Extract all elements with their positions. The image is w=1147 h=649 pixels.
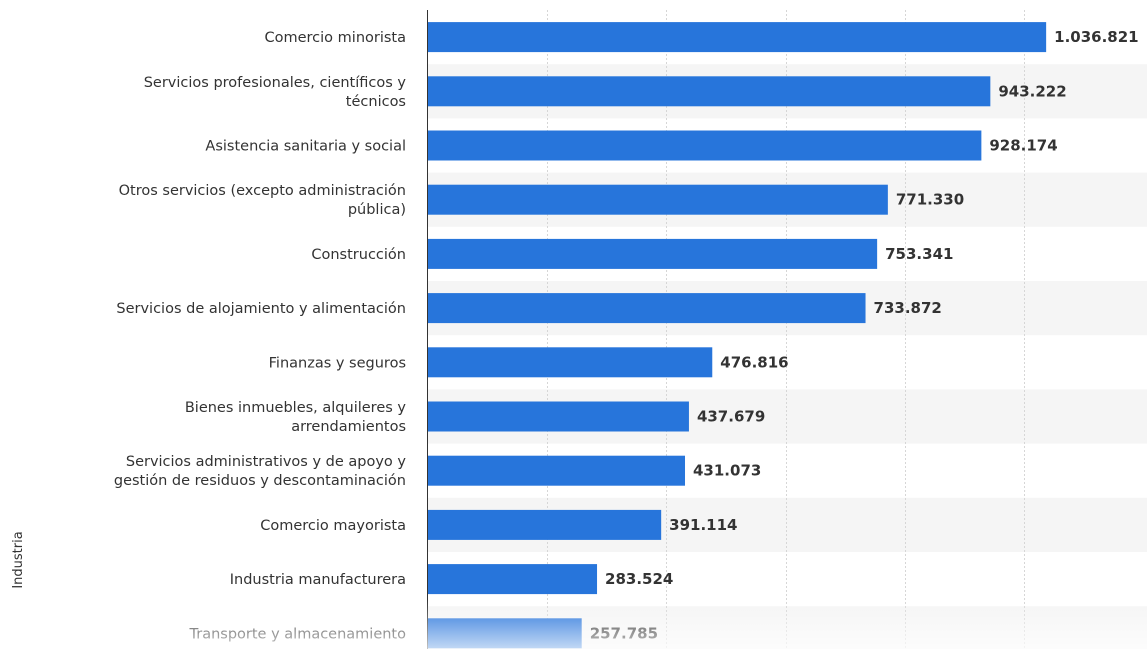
data-label: 771.330: [896, 191, 964, 209]
data-label: 733.872: [874, 299, 942, 317]
category-label-line: pública): [348, 202, 406, 218]
category-label-line: Finanzas y seguros: [269, 355, 406, 371]
category-label: Bienes inmuebles, alquileres y arrendamie…: [185, 400, 407, 435]
data-label: 753.341: [885, 245, 953, 263]
category-label: Servicios administrativos y de apoyo y ge…: [114, 454, 407, 489]
bar: [428, 22, 1047, 53]
category-label: Otros servicios (excepto administración p…: [119, 183, 406, 218]
gridlines: [547, 10, 1025, 649]
y-axis-title: Industria: [11, 531, 26, 588]
category-label: Construcción: [311, 247, 406, 263]
category-label: Servicios profesionales, científicos y té…: [144, 75, 407, 110]
data-label: 391.114: [669, 516, 737, 534]
category-labels: Comercio minorista Servicios profesionale…: [114, 30, 407, 642]
data-label: 257.785: [590, 624, 658, 642]
category-label: Transporte y almacenamiento: [189, 626, 407, 642]
category-label-line: Servicios de alojamiento y alimentación: [116, 301, 406, 317]
data-label: 1.036.821: [1054, 28, 1138, 46]
bar: [428, 401, 689, 432]
category-label: Servicios de alojamiento y alimentación: [116, 301, 406, 317]
category-label-line: Servicios administrativos y de apoyo y: [126, 454, 407, 470]
bar: [428, 293, 866, 324]
category-label: Finanzas y seguros: [269, 355, 406, 371]
bar: [428, 455, 686, 486]
category-label-line: Comercio mayorista: [260, 518, 406, 534]
category-label-line: Bienes inmuebles, alquileres y: [185, 400, 407, 416]
category-label-line: Industria manufacturera: [230, 572, 406, 588]
bar: [428, 238, 878, 269]
bar: [428, 130, 982, 161]
category-label-line: Asistencia sanitaria y social: [205, 139, 406, 155]
category-label-line: Servicios profesionales, científicos y: [144, 75, 407, 91]
data-label: 437.679: [697, 408, 765, 426]
bar: [428, 347, 713, 378]
bar: [428, 618, 582, 649]
data-label: 283.524: [605, 570, 673, 588]
bar: [428, 564, 598, 595]
category-label-line: Otros servicios (excepto administración: [119, 183, 406, 199]
data-label: 431.073: [693, 462, 761, 480]
bar: [428, 184, 888, 215]
category-label-line: técnicos: [346, 94, 406, 110]
category-label-line: Comercio minorista: [265, 30, 407, 46]
data-label: 943.222: [998, 82, 1066, 100]
category-label-line: gestión de residuos y descontaminación: [114, 473, 406, 489]
category-label: Comercio minorista: [265, 30, 407, 46]
category-label: Asistencia sanitaria y social: [205, 139, 406, 155]
category-label: Comercio mayorista: [260, 518, 406, 534]
data-label: 928.174: [989, 137, 1057, 155]
bar: [428, 509, 662, 540]
bars: [428, 22, 1047, 649]
category-label: Industria manufacturera: [230, 572, 406, 588]
bar: [428, 76, 991, 107]
category-label-line: Construcción: [311, 247, 406, 263]
category-label-line: Transporte y almacenamiento: [189, 626, 407, 642]
category-label-line: arrendamientos: [291, 419, 406, 435]
data-label: 476.816: [720, 353, 788, 371]
